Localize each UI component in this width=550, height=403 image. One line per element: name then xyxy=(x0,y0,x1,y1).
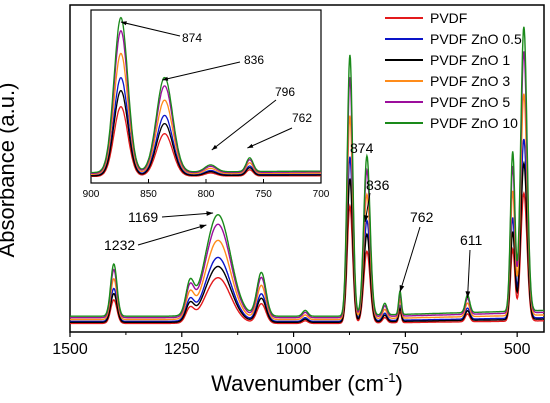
inset-annotation-874: 874 xyxy=(182,31,202,45)
legend: PVDF PVDF ZnO 0.5 PVDF ZnO 1 PVDF ZnO 3 PVDF… xyxy=(385,10,522,131)
inset-arrow-line-762 xyxy=(247,127,293,149)
annotation-1169: 1169 xyxy=(128,209,158,225)
inset-series-line-1 xyxy=(91,76,321,176)
inset-arrow-head-762 xyxy=(247,143,254,148)
x-axis-label-close: ) xyxy=(396,371,403,396)
inset-arrow-head-836 xyxy=(162,76,169,81)
inset-arrow-head-796 xyxy=(211,144,218,150)
inset-tick-label-1: 850 xyxy=(140,189,157,200)
legend-entry-0: PVDF xyxy=(430,10,467,26)
annotation-arrow-head-836 xyxy=(363,215,369,222)
annotation-836: 836 xyxy=(366,177,390,193)
legend-entry-1: PVDF ZnO 0.5 xyxy=(430,31,522,47)
annotation-arrow-line-1232 xyxy=(137,224,207,246)
x-tick-label-3: 750 xyxy=(392,341,419,358)
x-axis-label-exp: -1 xyxy=(384,370,396,385)
series-line-5 xyxy=(70,26,544,317)
main-x-ticks: 1500 1250 1000 750 500 xyxy=(52,332,531,358)
annotation-1232: 1232 xyxy=(104,237,135,253)
annotation-arrow-line-611 xyxy=(467,249,471,299)
inset-x-ticks: 900 850 800 750 700 xyxy=(83,179,330,200)
inset-tick-label-4: 700 xyxy=(313,189,330,200)
annotation-arrow-head-1169 xyxy=(206,211,214,216)
inset-series-line-0 xyxy=(91,106,321,178)
x-axis-label: Wavenumber (cm-1) xyxy=(211,370,403,396)
inset-series-line-5 xyxy=(91,16,321,174)
legend-entry-4: PVDF ZnO 5 xyxy=(430,94,510,110)
inset-arrow-line-796 xyxy=(211,99,277,151)
series-line-2 xyxy=(70,160,544,323)
series-line-3 xyxy=(70,93,544,321)
annotation-762: 762 xyxy=(410,209,434,225)
inset-series-line-2 xyxy=(90,89,321,177)
annotation-arrow-head-762 xyxy=(399,285,405,292)
annotation-arrow-line-762 xyxy=(399,226,421,293)
inset-annotations: 874 836 796 762 xyxy=(120,21,312,151)
inset-tick-label-0: 900 xyxy=(83,189,100,200)
legend-entry-2: PVDF ZnO 1 xyxy=(430,52,510,68)
series-line-0 xyxy=(70,190,544,325)
annotation-611: 611 xyxy=(460,232,483,248)
inset-tick-label-2: 800 xyxy=(198,189,215,200)
legend-entry-3: PVDF ZnO 3 xyxy=(430,73,510,89)
inset-series-line-3 xyxy=(91,52,321,175)
y-axis-label: Absorbance (a.u.) xyxy=(0,83,19,258)
main-series-group xyxy=(70,26,544,325)
inset-arrow-line-874 xyxy=(120,21,181,37)
main-plot-frame xyxy=(69,4,545,333)
main-annotations: 1232 1169 874 836 762 611 xyxy=(104,140,483,299)
inset-series-group xyxy=(90,16,321,178)
x-tick-label-0: 1500 xyxy=(52,341,88,358)
inset-annotation-796: 796 xyxy=(275,85,295,99)
x-tick-label-1: 1250 xyxy=(164,341,200,358)
inset-arrow-head-874 xyxy=(120,21,127,26)
inset-annotation-762: 762 xyxy=(292,111,312,125)
x-tick-label-4: 500 xyxy=(504,341,531,358)
annotation-arrow-head-611 xyxy=(465,291,471,298)
x-axis-label-unit: cm xyxy=(355,371,384,396)
annotation-874: 874 xyxy=(350,140,374,156)
x-tick-label-2: 1000 xyxy=(276,341,312,358)
inset-annotation-836: 836 xyxy=(244,53,264,67)
annotation-arrow-head-1232 xyxy=(199,224,207,230)
x-axis-label-main: Wavenumber xyxy=(211,371,341,396)
inset-arrow-line-836 xyxy=(162,61,241,81)
legend-entry-5: PVDF ZnO 10 xyxy=(430,115,518,131)
annotation-arrow-line-1169 xyxy=(161,212,214,218)
inset-tick-label-3: 750 xyxy=(255,189,272,200)
